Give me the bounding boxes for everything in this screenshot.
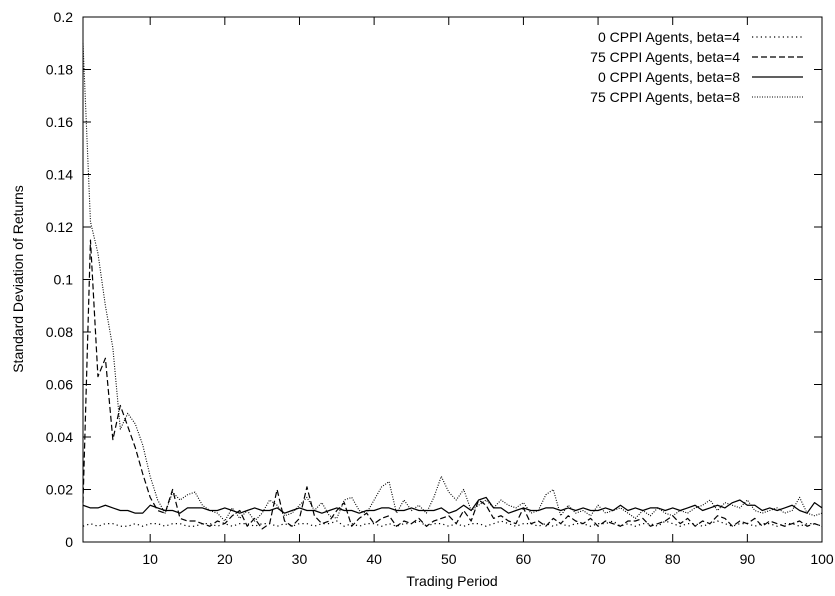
y-tick-label: 0.14 <box>46 167 73 183</box>
y-tick-label: 0.2 <box>54 9 74 25</box>
legend-label: 75 CPPI Agents, beta=8 <box>590 89 740 105</box>
legend-label: 0 CPPI Agents, beta=8 <box>598 69 740 85</box>
x-tick-label: 20 <box>217 551 233 567</box>
y-tick-label: 0.16 <box>46 114 73 130</box>
y-tick-label: 0.18 <box>46 62 73 78</box>
x-tick-label: 80 <box>665 551 681 567</box>
x-tick-label: 30 <box>292 551 308 567</box>
series-line-3 <box>82 496 823 514</box>
x-tick-label: 10 <box>142 551 158 567</box>
x-tick-label: 100 <box>810 551 834 567</box>
x-ticks: 10 20 30 40 50 60 70 80 90 100 <box>142 17 834 567</box>
x-axis-label: Trading Period <box>406 573 497 589</box>
x-tick-label: 40 <box>366 551 382 567</box>
series-line-1 <box>82 520 823 527</box>
y-tick-label: 0 <box>65 534 73 550</box>
legend-label: 0 CPPI Agents, beta=4 <box>598 29 740 45</box>
x-tick-label: 70 <box>590 551 606 567</box>
x-tick-label: 60 <box>516 551 532 567</box>
y-ticks: 0 0.02 0.04 0.06 0.08 0.1 0.12 0.14 0.16 0.18 0.2 <box>46 9 822 550</box>
y-tick-label: 0.12 <box>46 219 73 235</box>
y-tick-label: 0.06 <box>46 377 73 393</box>
x-tick-label: 50 <box>441 551 457 567</box>
x-tick-label: 90 <box>740 551 756 567</box>
y-tick-label: 0.1 <box>54 272 74 288</box>
y-tick-label: 0.04 <box>46 429 73 445</box>
legend: 0 CPPI Agents, beta=4 75 CPPI Agents, bet… <box>590 29 803 105</box>
series-layer <box>82 43 823 530</box>
series-line-2 <box>82 239 823 530</box>
y-axis-label: Standard Deviation of Returns <box>10 185 26 373</box>
y-tick-label: 0.08 <box>46 324 73 340</box>
legend-label: 75 CPPI Agents, beta=4 <box>590 49 740 65</box>
series-line-4 <box>82 43 823 522</box>
y-tick-label: 0.02 <box>46 482 73 498</box>
